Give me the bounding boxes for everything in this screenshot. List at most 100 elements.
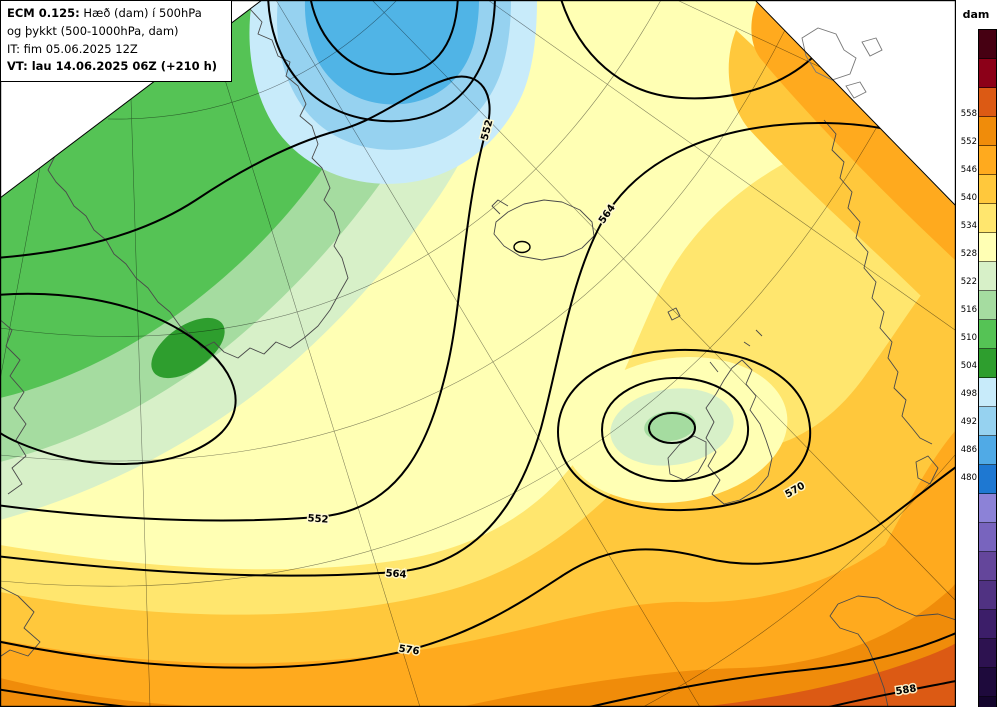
- colorbar-tick-label: 480: [960, 473, 977, 483]
- contour-546-trough: [267, 0, 496, 123]
- colorbar-band: [979, 117, 996, 146]
- meridian: [487, 0, 956, 331]
- contour-label: 588: [895, 683, 917, 697]
- contour-576: [0, 466, 956, 669]
- colorbar-band: [979, 146, 996, 175]
- fill-deep-orange-br: [460, 582, 956, 707]
- colorbar-tick-label: 534: [960, 221, 977, 231]
- newfoundland-coastline: [0, 586, 41, 658]
- france-coastline: [829, 595, 956, 707]
- colorbar-band: [979, 494, 996, 523]
- contour-label: 564: [385, 568, 407, 581]
- parallel: [107, 0, 398, 120]
- labrador-coastline: [0, 319, 27, 495]
- colorbar-tick-label: 552: [960, 137, 977, 147]
- colorbar-band: [979, 204, 996, 233]
- colorbar-band: [979, 436, 996, 465]
- colorbar-band: [979, 552, 996, 581]
- meridian: [211, 37, 421, 707]
- contour-label: 576: [398, 643, 420, 657]
- colorbar-band: [979, 59, 996, 88]
- legend-model-name: ECM 0.125:: [7, 6, 80, 20]
- domain-edge-top-right: [754, 0, 956, 207]
- legend-subtitle: og þykkt (500-1000hPa, dam): [7, 23, 179, 38]
- greenland-coastline: [47, 8, 349, 359]
- colorbar-band: [979, 88, 996, 117]
- great-britain-coastline: [705, 329, 773, 505]
- colorbar-band: [979, 697, 996, 707]
- colorbar-tick-label: 486: [960, 445, 977, 455]
- contour-582-left: [0, 688, 138, 707]
- fill-deep-orange-bl: [0, 678, 210, 707]
- contour-546-lobe: [0, 292, 237, 465]
- norway-coastline: [823, 119, 933, 445]
- legend-init-time: IT: fim 05.06.2025 12Z: [7, 41, 138, 56]
- contour-564-closed: [600, 376, 750, 483]
- meridian: [676, 0, 821, 68]
- colorbar-tick-label: 546: [960, 165, 977, 175]
- meridian: [371, 0, 956, 601]
- legend-valid-time: VT: lau 14.06.2025 06Z (+210 h): [7, 59, 218, 74]
- legend-box: ECM 0.125: Hæð (dam) í 500hPa og þykkt (…: [0, 0, 232, 83]
- contour-552: [0, 75, 491, 522]
- colorbar-band: [979, 175, 996, 204]
- legend-title: ECM 0.125: Hæð (dam) í 500hPa: [7, 5, 223, 23]
- faroe-coastline: [667, 307, 681, 321]
- colorbar-band: [979, 30, 996, 59]
- contour-564: [0, 121, 881, 577]
- svalbard-coastline: [801, 27, 883, 99]
- colorbar-band: [979, 291, 996, 320]
- colorbar-band: [979, 233, 996, 262]
- colorbar-band: [979, 610, 996, 639]
- contour-570-closed: [556, 348, 812, 512]
- colorbar-tick-label: 504: [960, 361, 977, 371]
- map-frame: [0, 0, 956, 707]
- map-area: 552 564 552 564 576 570 588: [0, 0, 956, 707]
- colorbar-band: [979, 407, 996, 436]
- height-contours: [0, 0, 956, 707]
- colorbar-tick-label: 540: [960, 193, 977, 203]
- colorbar-tick-label: 528: [960, 249, 977, 259]
- denmark-coastline: [915, 455, 939, 485]
- contour-588: [824, 680, 956, 707]
- ireland-coastline: [667, 435, 707, 481]
- colorbar-tick-label: 558: [960, 109, 977, 119]
- legend-title-rest: Hæð (dam) í 500hPa: [79, 6, 202, 20]
- contour-iceland-small: [513, 240, 531, 254]
- fill-deep-blue: [304, 0, 479, 105]
- meridian: [130, 98, 151, 707]
- colorbar-band: [979, 639, 996, 668]
- colorbar-unit-label: dam: [962, 8, 990, 21]
- contour-label: 552: [307, 513, 329, 525]
- colorbar-tick-label: 492: [960, 417, 977, 427]
- parallel: [0, 124, 879, 587]
- colorbar-band: [979, 668, 996, 697]
- parallel: [0, 0, 662, 337]
- colorbar-band: [979, 349, 996, 378]
- fill-dark-green-spot: [151, 317, 225, 379]
- contour-582-right: [584, 632, 956, 707]
- colorbar-band: [979, 581, 996, 610]
- colorbar: dam 558 552 546 540 534 528 522 516 510 504 498 492…: [956, 0, 1000, 707]
- colorbar-tick-label: 522: [960, 277, 977, 287]
- contour-low-center: [648, 412, 696, 444]
- parallel: [0, 29, 786, 462]
- colorbar-band: [979, 378, 996, 407]
- fill-dark-orange-br: [700, 643, 956, 707]
- thickness-fills: [0, 0, 956, 707]
- fill-orange: [0, 430, 956, 707]
- colorbar-band: [979, 320, 996, 349]
- colorbar-band: [979, 523, 996, 552]
- colorbar-tick-label: 516: [960, 305, 977, 315]
- colorbar-band: [979, 465, 996, 494]
- colorbar-tick-label: 498: [960, 389, 977, 399]
- fill-low-green-core: [644, 410, 696, 442]
- contour-558-ne: [560, 0, 813, 100]
- meridian: [275, 0, 701, 707]
- contour-inner-trough: [309, 0, 459, 76]
- colorbar-scale: [978, 29, 997, 707]
- colorbar-tick-label: 510: [960, 333, 977, 343]
- graticule: [0, 0, 956, 707]
- colorbar-band: [979, 262, 996, 291]
